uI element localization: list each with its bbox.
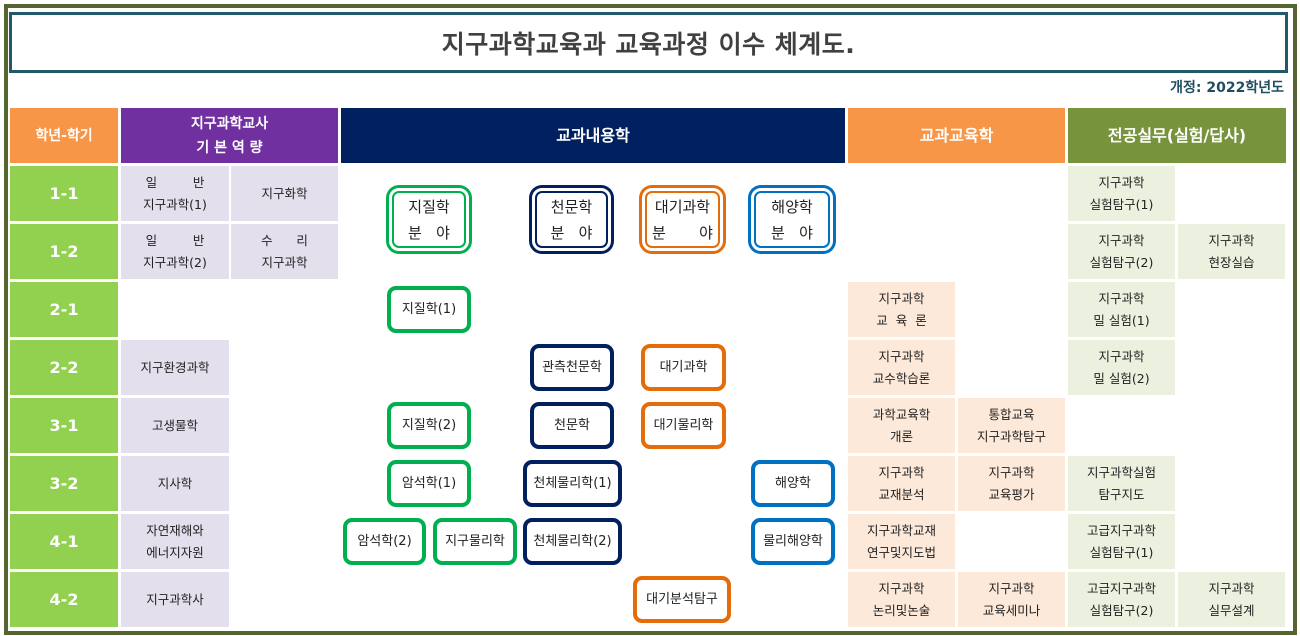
education-course: 지구과학 논리및논술 (848, 572, 955, 627)
practice-course: 지구과학 실험탐구(2) (1068, 224, 1175, 279)
diagram-frame (4, 4, 1297, 635)
header-grade: 학년-학기 (10, 108, 118, 163)
course-box-astronomy: 천체물리학(2) (523, 518, 622, 565)
field-box: 천문학 분 야 (530, 186, 613, 253)
grade-semester-3-1: 3-1 (10, 398, 118, 453)
education-course: 지구과학 교육세미나 (958, 572, 1065, 627)
basic-course: 일 반 지구과학(1) (121, 166, 229, 221)
basic-course: 일 반 지구과학(2) (121, 224, 229, 279)
practice-course: 지구과학 실무설계 (1178, 572, 1285, 627)
basic-course: 수 리 지구과학 (231, 224, 338, 279)
revision-label: 개정: 2022학년도 (1170, 80, 1284, 96)
basic-course: 지구과학사 (121, 572, 229, 627)
education-course: 지구과학 교재분석 (848, 456, 955, 511)
course-box-ocean: 해양학 (751, 460, 835, 507)
page-title: 지구과학교육과 교육과정 이수 체계도. (441, 29, 856, 59)
grade-semester-2-1: 2-1 (10, 282, 118, 337)
basic-course: 지구화학 (231, 166, 338, 221)
practice-course: 지구과학 실험탐구(1) (1068, 166, 1175, 221)
practice-course: 지구과학 밀 실험(1) (1068, 282, 1175, 337)
practice-course: 고급지구과학 실험탐구(1) (1068, 514, 1175, 569)
field-box: 대기과학 분 야 (640, 186, 725, 253)
header-practice: 전공실무(실험/답사) (1068, 108, 1286, 163)
course-box-geology: 지질학(2) (387, 402, 471, 449)
education-course: 지구과학교재 연구및지도법 (848, 514, 955, 569)
education-course: 과학교육학 개론 (848, 398, 955, 453)
grade-semester-4-1: 4-1 (10, 514, 118, 569)
practice-course: 고급지구과학 실험탐구(2) (1068, 572, 1175, 627)
basic-course: 지구환경과학 (121, 340, 229, 395)
course-box-geology: 지질학(1) (387, 286, 471, 333)
grade-semester-2-2: 2-2 (10, 340, 118, 395)
basic-course: 고생물학 (121, 398, 229, 453)
grade-semester-1-2: 1-2 (10, 224, 118, 279)
course-box-astronomy: 관측천문학 (530, 344, 614, 391)
basic-course: 지사학 (121, 456, 229, 511)
education-course: 지구과학 교수학습론 (848, 340, 955, 395)
course-box-atmosphere: 대기분석탐구 (633, 576, 731, 623)
grade-semester-1-1: 1-1 (10, 166, 118, 221)
course-box-ocean: 물리해양학 (751, 518, 835, 565)
header-basic-competency: 지구과학교사 기 본 역 량 (121, 108, 338, 163)
header-subject-education: 교과교육학 (848, 108, 1065, 163)
practice-course: 지구과학 현장실습 (1178, 224, 1285, 279)
header-content: 교과내용학 (341, 108, 845, 163)
course-box-geology: 지구물리학 (433, 518, 517, 565)
course-box-atmosphere: 대기과학 (641, 344, 726, 391)
grade-semester-4-2: 4-2 (10, 572, 118, 627)
field-box: 지질학 분 야 (387, 186, 471, 253)
field-box: 해양학 분 야 (749, 186, 835, 253)
education-course: 지구과학 교육평가 (958, 456, 1065, 511)
course-box-geology: 암석학(1) (387, 460, 471, 507)
practice-course: 지구과학 밀 실험(2) (1068, 340, 1175, 395)
education-course: 통합교육 지구과학탐구 (958, 398, 1065, 453)
course-box-astronomy: 천체물리학(1) (523, 460, 622, 507)
course-box-geology: 암석학(2) (343, 518, 426, 565)
title-box: 지구과학교육과 교육과정 이수 체계도. (9, 12, 1288, 73)
basic-course: 자연재해와 에너지자원 (121, 514, 229, 569)
grade-semester-3-2: 3-2 (10, 456, 118, 511)
practice-course: 지구과학실험 탐구지도 (1068, 456, 1175, 511)
education-course: 지구과학 교 육 론 (848, 282, 955, 337)
course-box-astronomy: 천문학 (530, 402, 614, 449)
course-box-atmosphere: 대기물리학 (641, 402, 726, 449)
